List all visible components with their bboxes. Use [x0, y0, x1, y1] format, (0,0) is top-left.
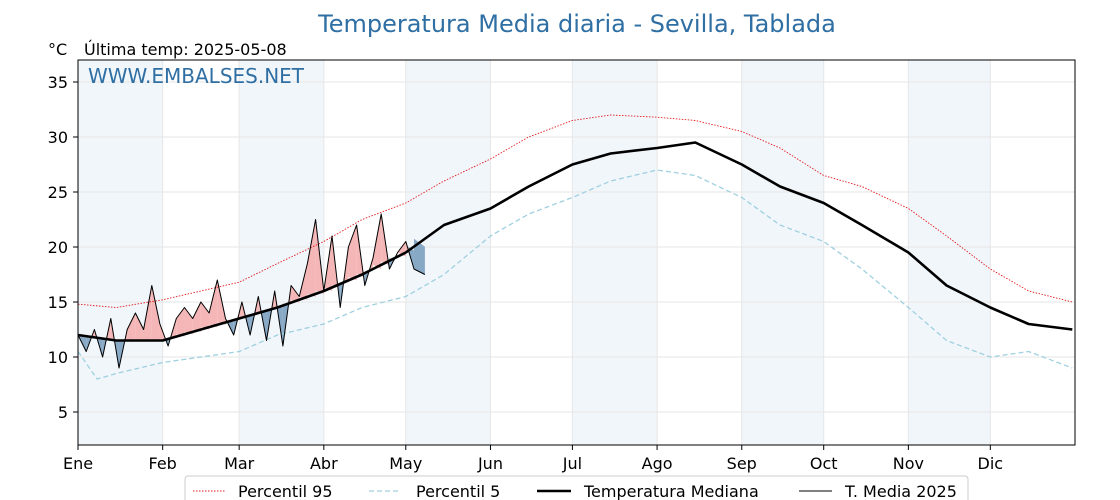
legend-label-p5: Percentil 5: [416, 482, 500, 500]
x-tick-label: Feb: [149, 454, 177, 473]
y-tick-label: 30: [48, 128, 68, 147]
legend-frame: [184, 475, 969, 500]
x-axis: Ene Feb Mar Abr May Jun Jul Ago Sep Oct Nov Dic: [63, 445, 1003, 473]
series-line-p5: [77, 169, 1073, 380]
y-tick-label: 35: [48, 73, 68, 92]
month-band: [908, 60, 991, 445]
y-tick-label: 10: [48, 348, 68, 367]
warm-anomaly-fill: [373, 214, 382, 269]
x-tick-label: Sep: [727, 454, 757, 473]
y-tick-label: 15: [48, 293, 68, 312]
warm-anomaly-fill: [209, 280, 218, 328]
warm-anomaly-fill: [200, 302, 210, 330]
y-tick-label: 5: [58, 403, 68, 422]
month-band: [741, 60, 824, 445]
month-bands: [78, 60, 991, 445]
y-axis: 5 10 15 20 25 30 35: [48, 73, 78, 422]
x-tick-label: Mar: [224, 454, 255, 473]
month-band: [78, 60, 163, 445]
warm-anomaly-fill: [135, 313, 144, 341]
warm-anomaly-fill: [184, 307, 193, 335]
unit-label: °C: [48, 40, 67, 59]
series-line-median: [77, 141, 1073, 342]
series-lines: [77, 114, 1073, 380]
warm-anomaly-fill: [348, 225, 357, 281]
watermark: WWW.EMBALSES.NET: [88, 64, 305, 88]
series-line-2025: [77, 213, 426, 369]
month-band: [572, 60, 658, 445]
legend-label-p95: Percentil 95: [238, 482, 333, 500]
y-tick-label: 25: [48, 183, 68, 202]
plot-frame: [77, 59, 1076, 446]
x-tick-label: Oct: [810, 454, 838, 473]
last-temp-label: Última temp: 2025-05-08: [84, 40, 287, 59]
warm-anomaly-fill: [307, 219, 316, 297]
x-tick-label: Dic: [978, 454, 1004, 473]
y-tick-label: 20: [48, 238, 68, 257]
chart-title: Temperatura Media diaria - Sevilla, Tabl…: [317, 10, 836, 38]
x-tick-label: Jul: [562, 454, 582, 473]
x-tick-label: Ene: [63, 454, 93, 473]
series-line-p95: [77, 114, 1073, 308]
warm-anomaly-fill: [291, 285, 300, 303]
x-tick-label: May: [389, 454, 422, 473]
warm-anomaly-fill: [127, 313, 136, 341]
cold-anomaly-fill: [413, 238, 425, 275]
x-tick-label: Ago: [642, 454, 673, 473]
warm-anomaly-fill: [192, 302, 201, 332]
legend-label-2025: T. Media 2025: [844, 482, 957, 500]
legend-label-median: Temperatura Mediana: [583, 482, 759, 500]
x-tick-label: Jun: [477, 454, 503, 473]
warm-anomaly-fill: [151, 285, 160, 341]
x-tick-label: Nov: [893, 454, 924, 473]
x-tick-label: Abr: [310, 454, 338, 473]
legend: Percentil 95 Percentil 5 Temperatura Med…: [184, 475, 969, 500]
warm-anomaly-fill: [176, 307, 185, 337]
